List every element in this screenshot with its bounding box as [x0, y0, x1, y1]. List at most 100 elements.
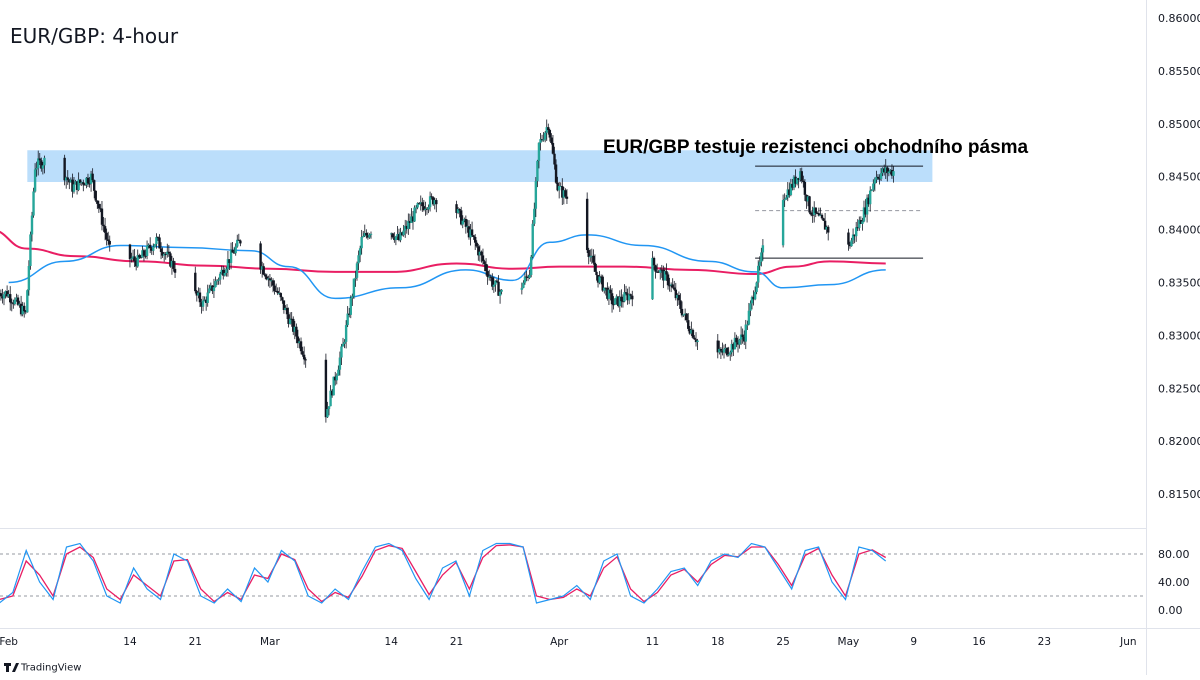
candle [15, 293, 18, 302]
candle [862, 200, 866, 223]
candle [201, 296, 205, 312]
candle [876, 174, 880, 181]
candle [262, 263, 265, 276]
candle [82, 179, 85, 192]
candle [851, 228, 855, 245]
candle [218, 271, 222, 285]
candle [228, 259, 231, 271]
candle [659, 267, 662, 280]
candle [623, 284, 626, 303]
candle [480, 250, 483, 263]
candle [736, 336, 740, 353]
candle [220, 265, 223, 275]
candle [138, 253, 141, 260]
candle [105, 228, 108, 246]
candle [92, 179, 96, 199]
candle [864, 199, 867, 218]
candle [545, 119, 548, 141]
candle [673, 280, 676, 291]
candle [523, 272, 527, 285]
time-tick-label: Feb [0, 636, 18, 648]
price-tick-label: 0.83500 [1158, 277, 1200, 290]
candle [738, 338, 741, 349]
candle [204, 296, 208, 311]
candle [18, 300, 21, 308]
candle [131, 249, 135, 263]
candle [617, 296, 620, 308]
candle [416, 202, 419, 210]
candle [329, 385, 332, 407]
candle [41, 162, 45, 175]
candle [9, 286, 12, 311]
candle [892, 166, 895, 183]
candle [682, 314, 685, 317]
candle [96, 200, 99, 209]
candle [396, 226, 399, 240]
candle [141, 245, 144, 258]
candle [225, 266, 228, 277]
candle [556, 176, 559, 192]
candle [390, 232, 393, 240]
candle [559, 182, 562, 188]
candle [654, 264, 657, 279]
candle [281, 296, 284, 304]
candle [424, 201, 427, 216]
candle [278, 287, 281, 295]
candle [86, 173, 90, 187]
candle [35, 161, 38, 177]
candle [663, 267, 667, 281]
candle [802, 175, 805, 188]
candle [540, 134, 544, 142]
candle [531, 220, 534, 259]
time-tick-label: 14 [385, 636, 399, 648]
candle [223, 267, 227, 277]
time-tick-label: 9 [910, 636, 917, 648]
candle [234, 243, 237, 256]
candle [91, 168, 94, 183]
candle [741, 328, 744, 344]
candle [651, 251, 654, 300]
time-tick-label: Apr [550, 636, 569, 648]
candle [418, 201, 421, 205]
candle [340, 343, 343, 366]
candle [592, 249, 595, 265]
candle [674, 282, 678, 301]
price-tick-label: 0.83000 [1158, 329, 1200, 342]
candle [106, 231, 110, 246]
candle [620, 289, 623, 308]
candle [94, 190, 97, 203]
candle [77, 172, 80, 192]
stoch-tick-label: 0.00 [1158, 604, 1183, 617]
candle [486, 264, 489, 285]
candle [823, 213, 827, 230]
candle [781, 194, 785, 248]
candle [108, 235, 111, 252]
candle [666, 272, 670, 290]
candle [487, 269, 491, 281]
candle [526, 274, 530, 282]
candle [865, 194, 869, 223]
candle [750, 295, 754, 310]
candle [786, 182, 789, 202]
candle [236, 234, 239, 248]
candle [466, 219, 469, 233]
time-tick-label: 14 [123, 636, 137, 648]
candle [850, 237, 853, 247]
candle [722, 344, 726, 359]
price-tick-label: 0.84000 [1158, 224, 1200, 237]
candle [71, 173, 74, 198]
candle [72, 177, 76, 194]
price-tick-label: 0.85500 [1158, 65, 1200, 78]
candle [27, 260, 31, 296]
candle [229, 242, 233, 270]
candle [422, 199, 426, 212]
time-tick-label: 16 [972, 636, 986, 648]
candle [85, 177, 88, 189]
candle [606, 282, 609, 301]
candle [811, 206, 814, 223]
candle [282, 300, 286, 314]
candle [473, 234, 477, 251]
candle [43, 155, 46, 174]
candle [159, 242, 163, 260]
